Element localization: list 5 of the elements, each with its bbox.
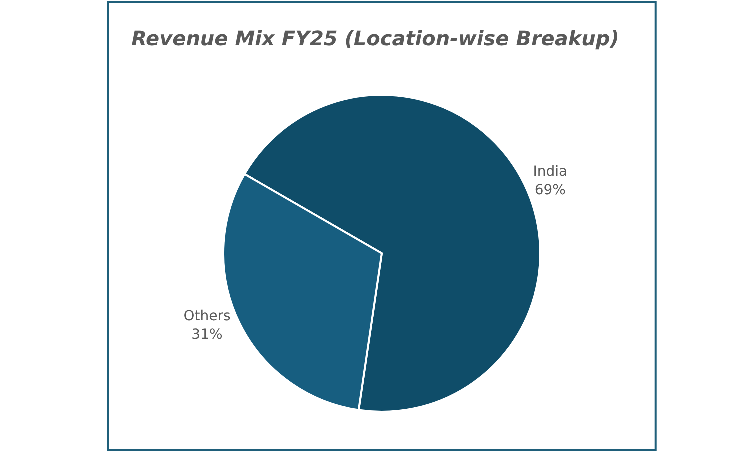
slice-label: Others bbox=[184, 308, 231, 325]
data-label: 31% bbox=[192, 326, 223, 343]
data-label: 69% bbox=[534, 182, 566, 198]
slice-label: India bbox=[533, 164, 568, 180]
chart-title: Revenue Mix FY25 (Location-wise Breakup) bbox=[132, 26, 620, 51]
